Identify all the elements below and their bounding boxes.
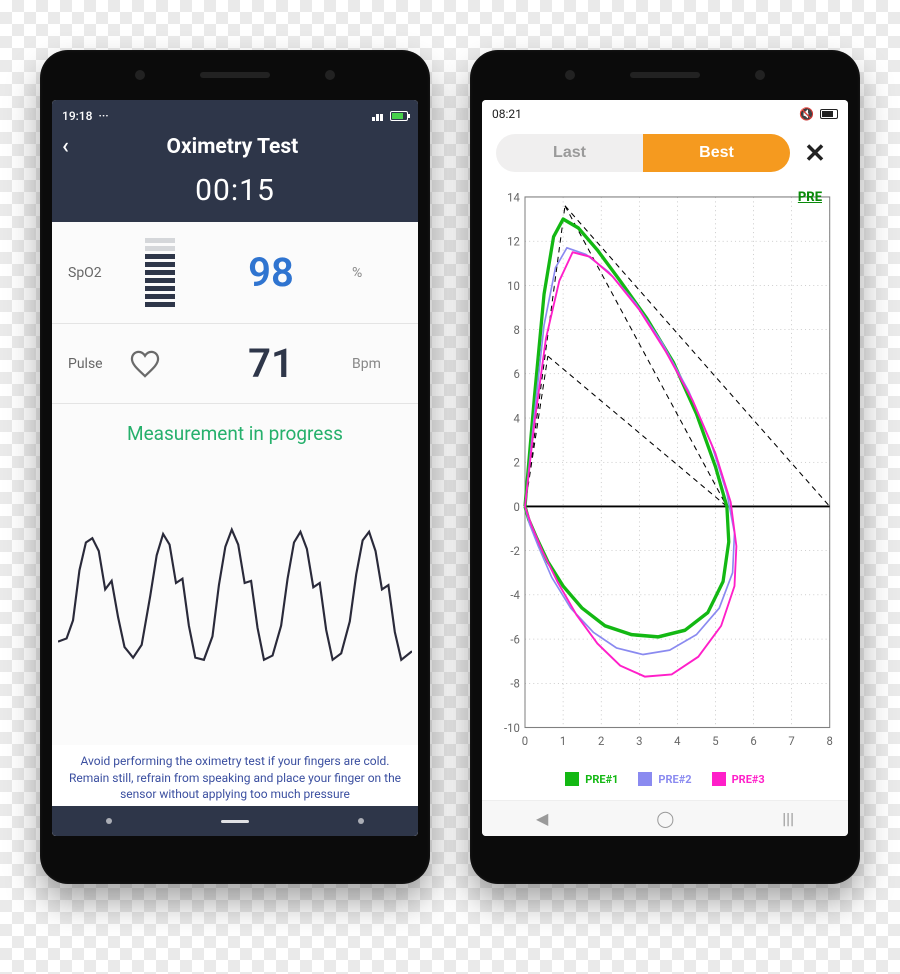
- spo2-value: 98: [190, 249, 352, 296]
- svg-text:12: 12: [507, 234, 520, 248]
- svg-text:-4: -4: [510, 588, 520, 602]
- nav-back-icon[interactable]: [358, 818, 364, 824]
- svg-text:-2: -2: [510, 544, 520, 558]
- svg-text:2: 2: [513, 455, 520, 469]
- status-dots: ···: [98, 109, 108, 123]
- chart-legend: PRE#1 PRE#2 PRE#3: [490, 756, 840, 796]
- close-button[interactable]: ✕: [796, 138, 834, 169]
- signal-icon: [372, 111, 386, 121]
- nav-home-icon[interactable]: [221, 820, 249, 823]
- svg-text:5: 5: [712, 734, 719, 748]
- svg-text:-6: -6: [510, 632, 520, 646]
- pulse-row: Pulse 71 Bpm: [52, 324, 418, 404]
- tab-last[interactable]: Last: [496, 134, 643, 172]
- svg-text:6: 6: [513, 367, 520, 381]
- svg-text:3: 3: [636, 734, 642, 748]
- svg-text:0: 0: [513, 499, 519, 513]
- legend-swatch-icon: [565, 772, 579, 786]
- status-mute-icon: 🔇: [799, 107, 814, 121]
- pulse-unit: Bpm: [352, 356, 402, 372]
- page-title: Oximetry Test: [57, 135, 408, 159]
- svg-text:8: 8: [513, 323, 519, 337]
- svg-text:4: 4: [513, 411, 520, 425]
- spo2-row: SpO2 98 %: [52, 222, 418, 324]
- status-bar: 19:18 ···: [62, 106, 408, 126]
- svg-text:7: 7: [788, 734, 795, 748]
- nav-back-icon[interactable]: |||: [782, 809, 794, 828]
- status-time: 08:21: [492, 107, 522, 121]
- pre-label[interactable]: PRE: [798, 190, 822, 205]
- svg-text:-10: -10: [504, 721, 520, 735]
- legend-item[interactable]: PRE#3: [712, 772, 765, 786]
- svg-text:14: 14: [507, 190, 520, 204]
- header: 19:18 ··· ‹ Oximetry Test 00:15: [52, 100, 418, 222]
- legend-item[interactable]: PRE#1: [565, 772, 618, 786]
- pulse-label: Pulse: [68, 356, 130, 372]
- screen-chart: 08:21 🔇 Last Best ✕ PRE -10 -8 -6 -4 -2 0 2 4 6 8…: [482, 100, 848, 836]
- legend-label: PRE#2: [658, 773, 691, 786]
- tab-best[interactable]: Best: [643, 134, 790, 172]
- chart-area: PRE -10-8-6-4-202468101214012345678 PRE#…: [482, 176, 848, 800]
- svg-text:8: 8: [827, 734, 833, 748]
- legend-item[interactable]: PRE#2: [638, 772, 691, 786]
- legend-swatch-icon: [712, 772, 726, 786]
- svg-text:1: 1: [560, 734, 566, 748]
- pulse-value: 71: [190, 340, 352, 387]
- nav-recent-icon[interactable]: ◀: [536, 809, 548, 828]
- flow-volume-chart: PRE -10-8-6-4-202468101214012345678: [490, 186, 840, 756]
- phone-oximetry: 19:18 ··· ‹ Oximetry Test 00:15 SpO2 98 …: [40, 50, 430, 884]
- android-navbar[interactable]: [52, 806, 418, 836]
- signal-bars-icon: [130, 238, 190, 307]
- heart-icon: [130, 350, 160, 378]
- timer: 00:15: [62, 173, 408, 208]
- svg-text:10: 10: [507, 278, 520, 292]
- legend-label: PRE#1: [585, 773, 618, 786]
- legend-swatch-icon: [638, 772, 652, 786]
- battery-icon: [390, 111, 408, 121]
- legend-label: PRE#3: [732, 773, 765, 786]
- svg-text:0: 0: [522, 734, 528, 748]
- phone-chart: 08:21 🔇 Last Best ✕ PRE -10 -8 -6 -4 -2 0 2 4 6 8…: [470, 50, 860, 884]
- svg-text:4: 4: [674, 734, 681, 748]
- segment-control: Last Best ✕: [482, 124, 848, 176]
- screen-oximetry: 19:18 ··· ‹ Oximetry Test 00:15 SpO2 98 …: [52, 100, 418, 836]
- waveform-chart: [52, 453, 418, 745]
- svg-text:6: 6: [750, 734, 757, 748]
- android-navbar[interactable]: ◀ ◯ |||: [482, 800, 848, 836]
- nav-recent-icon[interactable]: [106, 818, 112, 824]
- status-bar: 08:21 🔇: [482, 100, 848, 124]
- status-time: 19:18: [62, 109, 92, 123]
- nav-home-icon[interactable]: ◯: [656, 809, 674, 828]
- instructions-text: Avoid performing the oximetry test if yo…: [52, 745, 418, 806]
- svg-text:2: 2: [598, 734, 605, 748]
- spo2-label: SpO2: [68, 265, 130, 281]
- svg-text:-8: -8: [510, 676, 519, 690]
- progress-status: Measurement in progress: [52, 404, 418, 453]
- spo2-unit: %: [352, 265, 402, 281]
- body: SpO2 98 % Pulse 71 Bpm Measurement in pr…: [52, 222, 418, 836]
- battery-icon: [820, 109, 838, 119]
